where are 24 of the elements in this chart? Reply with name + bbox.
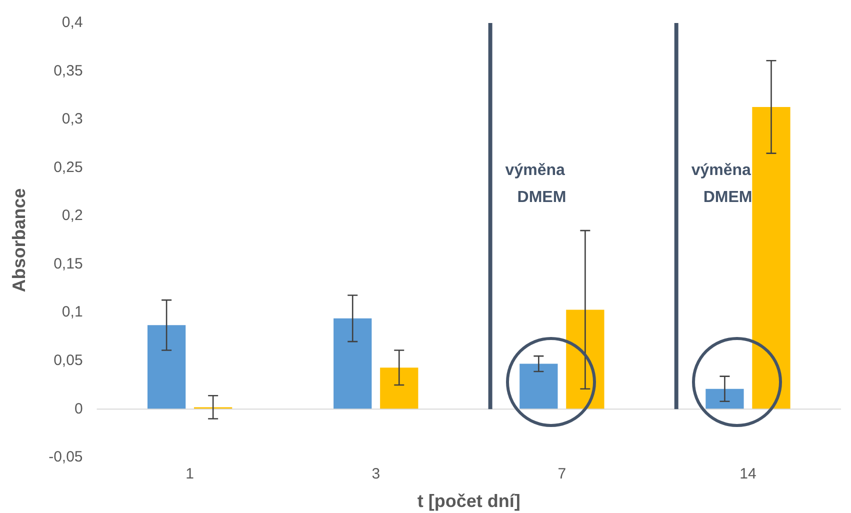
ref-line-label: výměna DMEM (505, 162, 566, 206)
x-tick-label: 1 (186, 466, 194, 483)
y-tick-label: 0,15 (54, 255, 83, 272)
bar (380, 368, 418, 410)
bar (334, 318, 372, 410)
y-tick-label: 0,4 (62, 14, 83, 32)
y-tick-label: 0,1 (62, 304, 83, 321)
bar (706, 388, 744, 410)
x-tick-label: 14 (740, 466, 756, 483)
y-tick-label: -0,05 (48, 448, 83, 466)
bar (147, 325, 186, 410)
bar (752, 106, 790, 410)
y-tick-label: 0,3 (62, 110, 83, 128)
x-axis-title: t [počet dní] (417, 491, 520, 512)
y-axis-title: Absorbance (8, 188, 29, 292)
x-tick-label: 3 (372, 466, 380, 483)
y-tick-label: 0 (74, 400, 83, 418)
bar (520, 364, 558, 410)
ref-line-label: výměna DMEM (691, 162, 752, 206)
x-tick-label: 7 (558, 466, 566, 483)
y-tick-label: 0,35 (54, 62, 83, 80)
y-tick-label: 0,05 (54, 352, 83, 370)
y-tick-label: 0,2 (62, 207, 83, 224)
y-tick-label: 0,25 (54, 158, 83, 176)
